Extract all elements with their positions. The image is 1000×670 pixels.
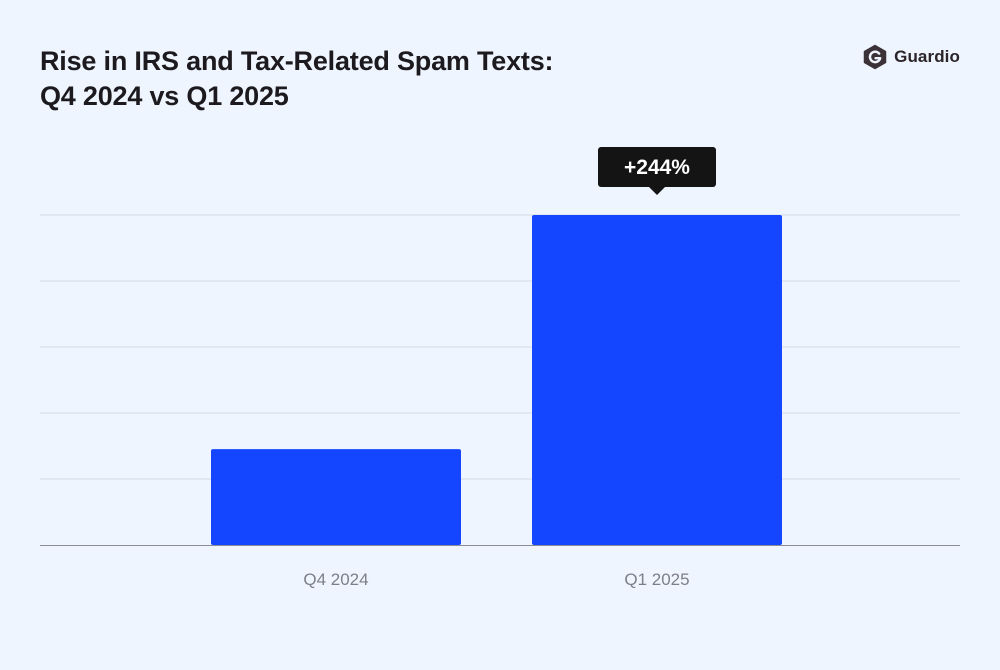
brand: Guardio <box>862 44 960 70</box>
data-label: +244% <box>624 156 690 179</box>
x-tick-label: Q1 2025 <box>624 570 689 589</box>
x-tick-label: Q4 2024 <box>303 570 368 589</box>
bar-q4-2024 <box>211 449 461 545</box>
callout-box <box>598 147 716 187</box>
callout-pointer <box>649 187 665 195</box>
guardio-shield-logo-icon <box>863 44 887 70</box>
chart-title: Rise in IRS and Tax-Related Spam Texts: … <box>40 46 554 111</box>
brand-name: Guardio <box>894 47 960 66</box>
bar-q1-2025 <box>532 215 782 545</box>
